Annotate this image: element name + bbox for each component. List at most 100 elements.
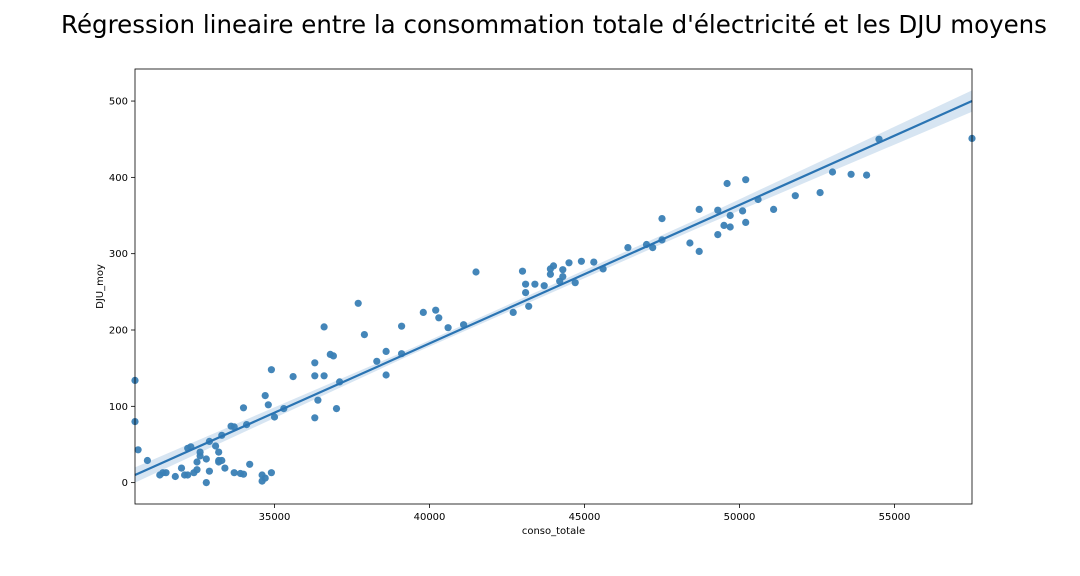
y-tick-label: 200	[109, 326, 128, 337]
scatter-point	[261, 392, 269, 400]
scatter-point	[518, 267, 527, 275]
y-axis-ticks: 0 100 200 300 400 500	[109, 97, 135, 489]
x-tick-label: 35000	[259, 512, 291, 523]
scatter-point	[193, 458, 201, 466]
scatter-point	[419, 308, 427, 316]
scatter-point	[202, 455, 210, 463]
scatter-point	[739, 207, 747, 215]
y-tick-label: 500	[109, 97, 128, 108]
regression-line-layer	[134, 100, 973, 477]
scatter-point	[314, 396, 322, 404]
scatter-point	[791, 192, 799, 200]
y-axis-label: DJU_moy	[95, 264, 106, 309]
scatter-point	[289, 373, 297, 381]
scatter-point	[559, 266, 567, 274]
x-tick-label: 55000	[879, 512, 911, 523]
scatter-point	[382, 347, 390, 355]
scatter-point	[571, 279, 579, 287]
scatter-point	[311, 359, 319, 367]
scatter-point	[382, 371, 390, 379]
scatter-point	[472, 268, 480, 276]
scatter-point	[239, 404, 248, 412]
scatter-point	[267, 469, 275, 477]
scatter-point	[742, 218, 750, 226]
y-tick-label: 0	[122, 478, 128, 489]
scatter-point	[320, 372, 328, 380]
scatter-point	[565, 259, 573, 267]
scatter-point	[444, 324, 452, 332]
scatter-point	[770, 205, 778, 213]
regression-line	[134, 100, 973, 477]
scatter-point	[311, 372, 319, 380]
y-tick-label: 400	[109, 173, 128, 184]
scatter-point	[193, 466, 201, 474]
y-tick-label: 100	[109, 402, 128, 413]
scatter-point	[847, 170, 855, 178]
scatter-point	[215, 448, 223, 456]
scatter-point	[230, 469, 238, 477]
scatter-point	[184, 471, 192, 479]
scatter-point	[205, 467, 213, 475]
scatter-point	[212, 442, 220, 450]
scatter-point	[695, 205, 703, 213]
scatter-point	[816, 189, 824, 197]
scatter-point	[398, 322, 406, 330]
scatter-point	[270, 413, 279, 421]
scatter-point	[432, 306, 440, 314]
x-tick-label: 45000	[569, 512, 601, 523]
scatter-point	[143, 456, 151, 465]
chart-title: Régression lineaire entre la consommatio…	[61, 10, 1047, 39]
scatter-point	[695, 247, 703, 255]
x-axis-ticks: 35000 40000 45000 50000 55000	[259, 504, 911, 523]
scatter-point	[239, 470, 248, 478]
scatter-point	[714, 231, 722, 239]
scatter-point	[332, 405, 341, 413]
scatter-point	[525, 302, 533, 310]
scatter-point	[726, 211, 734, 220]
x-tick-label: 40000	[414, 512, 446, 523]
scatter-point	[522, 289, 530, 297]
scatter-point	[202, 479, 210, 487]
scatter-point	[196, 448, 204, 456]
scatter-point	[686, 239, 694, 247]
scatter-point	[354, 299, 362, 307]
scatter-point	[540, 282, 548, 290]
plot-frame	[134, 68, 973, 505]
scatter-point	[720, 221, 728, 229]
y-tick-label: 300	[109, 249, 128, 260]
scatter-point	[221, 464, 229, 472]
scatter-point	[577, 257, 586, 265]
scatter-points-layer	[131, 134, 976, 487]
scatter-point	[171, 472, 179, 481]
scatter-point	[549, 262, 558, 270]
scatter-point	[360, 331, 368, 339]
scatter-point	[649, 244, 657, 252]
scatter-point	[531, 280, 539, 288]
scatter-point	[863, 171, 871, 179]
scatter-point	[373, 357, 381, 365]
scatter-point	[329, 352, 337, 360]
scatter-point	[828, 168, 837, 176]
scatter-point	[742, 176, 750, 184]
scatter-point	[590, 258, 598, 266]
scatter-point	[261, 474, 269, 482]
scatter-point	[723, 179, 731, 188]
scatter-point	[134, 446, 142, 454]
scatter-point	[177, 464, 186, 472]
scatter-point	[267, 366, 275, 374]
scatter-point	[658, 215, 666, 223]
scatter-point	[714, 206, 722, 214]
x-axis-label: conso_totale	[522, 526, 585, 537]
scatter-point	[246, 460, 254, 468]
scatter-point	[624, 244, 632, 252]
scatter-point	[522, 280, 530, 288]
scatter-point	[509, 308, 517, 316]
confidence-band	[135, 90, 972, 483]
scatter-point	[311, 414, 319, 422]
scatter-point	[435, 314, 443, 322]
scatter-point	[726, 223, 734, 231]
confidence-band-layer	[135, 90, 972, 483]
scatter-point	[218, 456, 226, 465]
scatter-point	[162, 469, 170, 477]
